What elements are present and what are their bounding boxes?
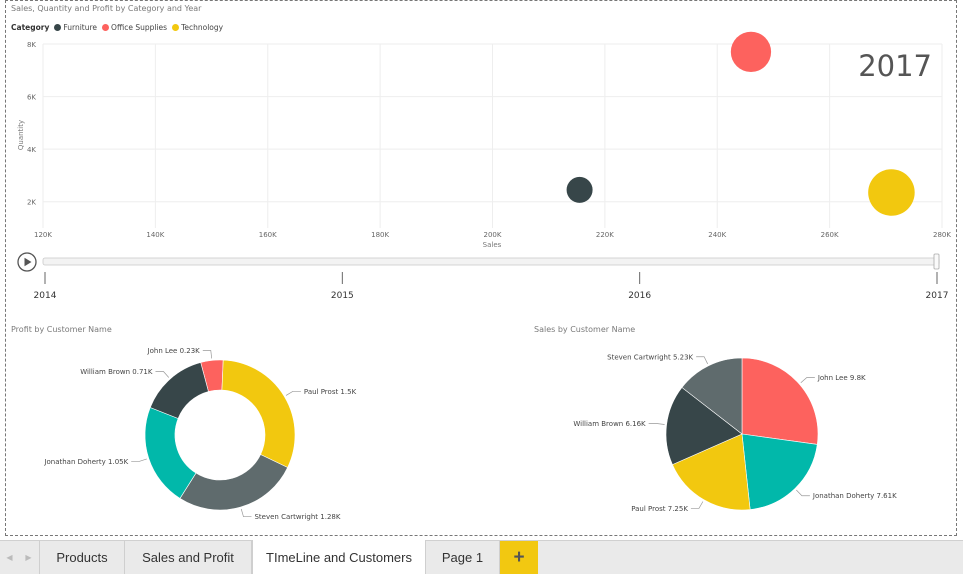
- tab-products[interactable]: Products: [39, 541, 125, 574]
- pie-slice-paul-prost: [672, 433, 751, 511]
- slice-label-william-brown: William Brown 0.71K: [80, 368, 153, 376]
- slice-label-john-lee: John Lee 9.8K: [817, 374, 866, 382]
- legend-item-furniture[interactable]: Furniture: [54, 23, 97, 32]
- chevron-left-icon[interactable]: ◀: [6, 553, 13, 562]
- donut-slice-jonathan-doherty: [144, 407, 197, 499]
- leader-line-william-brown: [155, 371, 170, 378]
- legend-label-technology: Technology: [181, 23, 224, 32]
- legend-title: Category: [11, 23, 50, 32]
- bubble-furniture: [566, 176, 593, 203]
- leader-line-william-brown: [648, 423, 665, 425]
- scatter-chart-title: Sales, Quantity and Profit by Category a…: [11, 4, 202, 13]
- timeline-label-2014: 2014: [34, 291, 57, 301]
- leader-line-john-lee: [800, 377, 815, 384]
- slice-label-jonathan-doherty: Jonathan Doherty 7.61K: [812, 492, 897, 500]
- scatter-chart[interactable]: 2017 Sales Quantity 120K 140K 160K 180K 200K…: [0, 0, 963, 320]
- add-page-button[interactable]: +: [500, 541, 538, 574]
- y-tick-label: 6K: [27, 94, 36, 102]
- slice-label-william-brown: William Brown 6.16K: [573, 420, 646, 428]
- scatter-legend[interactable]: Category Furniture Office Supplies Techn…: [11, 23, 223, 32]
- y-tick-label: 2K: [27, 199, 36, 207]
- x-tick-label: 120K: [34, 231, 52, 239]
- x-tick-label: 220K: [596, 231, 614, 239]
- timeline-track[interactable]: [42, 257, 940, 266]
- pie-slice-john-lee: [741, 357, 819, 445]
- chevron-right-icon[interactable]: ▶: [25, 553, 32, 562]
- pie-slice-jonathan-doherty: [741, 433, 818, 510]
- legend-label-furniture: Furniture: [63, 23, 98, 32]
- donut-slice-steven-cartwright: [179, 454, 288, 511]
- leader-line-steven-cartwright: [696, 356, 708, 365]
- legend-item-technology[interactable]: Technology: [172, 23, 223, 32]
- slice-label-john-lee: John Lee 0.23K: [147, 347, 201, 355]
- x-tick-label: 260K: [821, 231, 839, 239]
- slice-label-steven-cartwright: Steven Cartwright 5.23K: [607, 353, 693, 361]
- leader-line-jonathan-doherty: [796, 489, 810, 497]
- timeline-label-2015: 2015: [331, 291, 354, 301]
- tab-timeline-and-customers[interactable]: TImeLine and Customers: [252, 540, 426, 574]
- pie-slice-steven-cartwright: [681, 357, 743, 435]
- donut-slice-william-brown: [149, 362, 209, 419]
- legend-dot-furniture: [54, 24, 62, 31]
- timeline-label-2017: 2017: [926, 291, 949, 301]
- slice-label-jonathan-doherty: Jonathan Doherty 1.05K: [43, 458, 128, 466]
- leader-line-jonathan-doherty: [131, 458, 147, 462]
- legend-item-office-supplies[interactable]: Office Supplies: [102, 23, 167, 32]
- leader-line-john-lee: [202, 350, 213, 359]
- x-tick-label: 200K: [484, 231, 502, 239]
- x-axis-label: Sales: [483, 241, 502, 249]
- timeline-play-button[interactable]: [17, 252, 37, 272]
- y-tick-label: 8K: [27, 41, 36, 49]
- leader-line-steven-cartwright: [240, 508, 252, 518]
- customer-charts[interactable]: John Lee 0.23K Paul Prost 1.5K Steven Cart…: [0, 320, 963, 535]
- profit-chart-title: Profit by Customer Name: [11, 325, 112, 334]
- legend-dot-office-supplies: [102, 24, 110, 31]
- timeline-label-2016: 2016: [628, 291, 651, 301]
- bubble-office-supplies: [730, 31, 772, 73]
- x-tick-label: 160K: [259, 231, 277, 239]
- pie-slice-william-brown: [665, 387, 743, 465]
- y-tick-label: 4K: [27, 146, 36, 154]
- x-tick-label: 240K: [708, 231, 726, 239]
- donut-slice-paul-prost: [221, 359, 296, 468]
- leader-line-paul-prost: [690, 501, 704, 509]
- scatter-gridlines: [42, 43, 943, 228]
- year-watermark: 2017: [858, 49, 932, 83]
- tab-page-1[interactable]: Page 1: [426, 541, 500, 574]
- x-tick-label: 180K: [371, 231, 389, 239]
- tab-sales-and-profit[interactable]: Sales and Profit: [125, 541, 252, 574]
- y-axis-label: Quantity: [17, 120, 25, 150]
- report-canvas: [5, 0, 957, 536]
- bubble-technology: [868, 169, 915, 216]
- play-icon: [24, 257, 32, 267]
- slice-label-paul-prost: Paul Prost 1.5K: [304, 388, 357, 396]
- leader-line-paul-prost: [285, 390, 301, 396]
- sales-chart-title: Sales by Customer Name: [534, 325, 636, 334]
- x-tick-label: 280K: [933, 231, 951, 239]
- page-tab-bar: ◀ ▶ Products Sales and Profit TImeLine a…: [0, 540, 963, 574]
- slice-label-steven-cartwright: Steven Cartwright 1.28K: [254, 513, 340, 521]
- legend-label-office-supplies: Office Supplies: [111, 23, 168, 32]
- legend-dot-technology: [172, 24, 180, 31]
- x-tick-label: 140K: [146, 231, 164, 239]
- timeline-handle[interactable]: [933, 253, 940, 270]
- slice-label-paul-prost: Paul Prost 7.25K: [631, 505, 688, 513]
